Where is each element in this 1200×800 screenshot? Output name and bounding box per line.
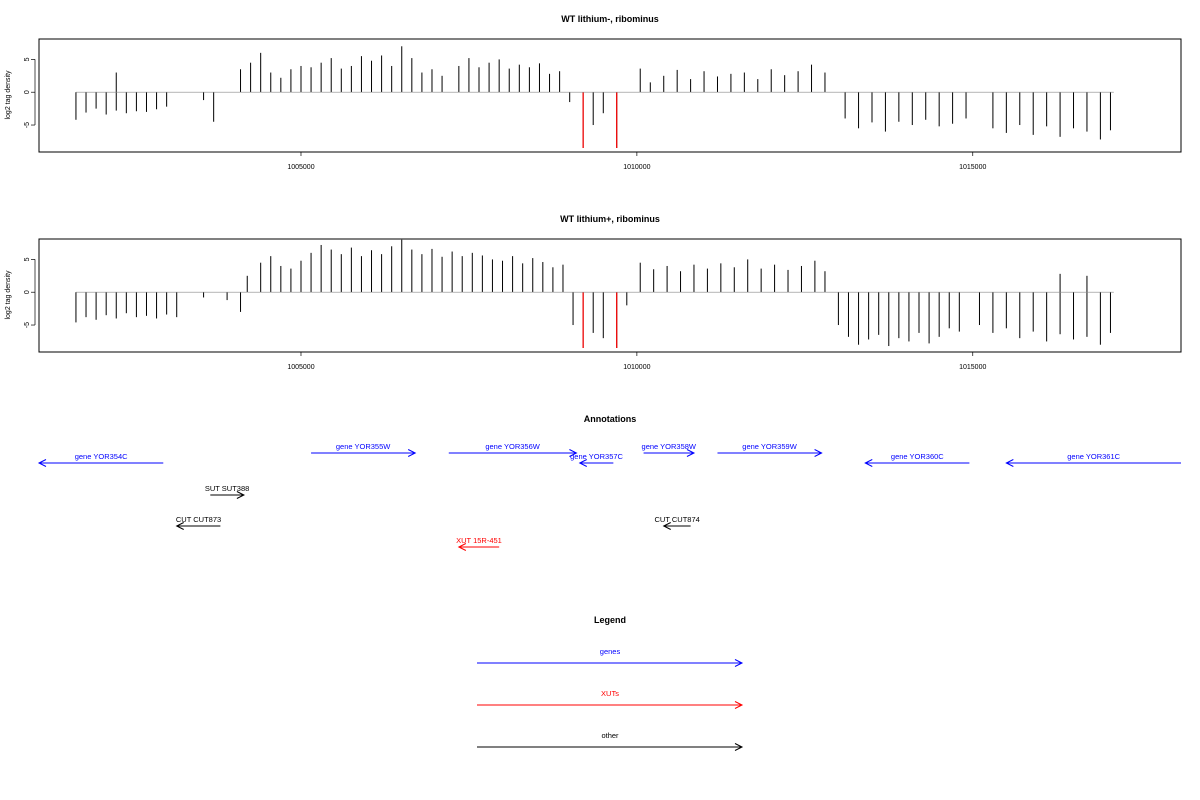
annotation-feature: XUT 15R-451 xyxy=(456,536,502,551)
feature-label: CUT CUT874 xyxy=(655,515,700,524)
legend-arrowhead xyxy=(734,701,744,709)
y-tick-label: 5 xyxy=(24,57,31,61)
y-axis: -5 0 5 xyxy=(24,57,36,128)
arrowhead xyxy=(1005,459,1014,467)
arrowhead xyxy=(864,459,873,467)
arrowhead xyxy=(569,449,578,457)
x-tick-label: 1005000 xyxy=(287,164,314,171)
legend-label: genes xyxy=(600,647,621,656)
feature-label: gene YOR357C xyxy=(570,452,623,461)
y-tick-label: 5 xyxy=(24,257,31,261)
annotation-feature: SUT SUT388 xyxy=(205,484,249,499)
density-panel-lithium-minus: WT lithium-, ribominus log2 tag density … xyxy=(5,14,1182,171)
legend-label: other xyxy=(601,731,619,740)
x-tick-label: 1010000 xyxy=(623,164,650,171)
y-tick-label: -5 xyxy=(24,122,31,128)
y-tick-label: -5 xyxy=(24,322,31,328)
feature-label: gene YOR355W xyxy=(336,442,391,451)
annotation-feature: gene YOR356W xyxy=(448,442,578,457)
x-axis: 1005000 1010000 1015000 xyxy=(287,152,986,171)
legend-arrowhead xyxy=(734,659,744,667)
legend-item: other xyxy=(477,731,744,751)
annotation-feature: gene YOR360C xyxy=(864,452,970,467)
annotation-feature: gene YOR354C xyxy=(37,452,164,467)
legend-label: XUTs xyxy=(601,689,619,698)
arrowhead xyxy=(236,491,246,499)
panel-title: WT lithium+, ribominus xyxy=(560,214,660,224)
y-tick-label: 0 xyxy=(24,90,31,94)
x-tick-label: 1015000 xyxy=(959,364,986,371)
annotation-feature: gene YOR358W xyxy=(642,442,697,457)
panel-title: WT lithium-, ribominus xyxy=(561,14,659,24)
annotation-feature: gene YOR355W xyxy=(311,442,417,457)
annotation-feature: gene YOR361C xyxy=(1005,452,1181,467)
x-tick-label: 1005000 xyxy=(287,364,314,371)
x-tick-label: 1010000 xyxy=(623,364,650,371)
x-axis: 1005000 1010000 1015000 xyxy=(287,352,986,371)
arrowhead xyxy=(686,449,696,457)
feature-label: gene YOR359W xyxy=(742,442,797,451)
y-axis-label: log2 tag density xyxy=(5,70,12,120)
annotation-items: gene YOR354C gene YOR355W gene YOR356W gene… xyxy=(37,442,1181,551)
arrowhead xyxy=(175,522,184,530)
x-tick-label: 1015000 xyxy=(959,164,986,171)
feature-label: gene YOR354C xyxy=(75,452,128,461)
arrowhead xyxy=(578,459,587,467)
y-axis-label: log2 tag density xyxy=(5,270,12,320)
feature-label: gene YOR361C xyxy=(1067,452,1120,461)
arrowhead xyxy=(662,522,671,530)
legend: Legend genes XUTs other xyxy=(477,615,744,751)
annotation-feature: CUT CUT874 xyxy=(655,515,700,530)
feature-label: gene YOR360C xyxy=(891,452,944,461)
plot-frame xyxy=(38,238,1182,353)
arrowhead xyxy=(37,459,47,467)
annotation-feature: CUT CUT873 xyxy=(175,515,221,530)
feature-label: SUT SUT388 xyxy=(205,484,249,493)
arrowhead xyxy=(814,449,823,457)
feature-label: XUT 15R-451 xyxy=(456,536,502,545)
y-tick-label: 0 xyxy=(24,290,31,294)
bar-series xyxy=(75,239,1111,348)
arrowhead xyxy=(457,543,467,551)
arrowhead xyxy=(407,449,417,457)
feature-label: gene YOR356W xyxy=(485,442,540,451)
legend-item: genes xyxy=(477,647,744,667)
bar-series xyxy=(75,46,1111,148)
feature-label: gene YOR358W xyxy=(642,442,697,451)
feature-label: CUT CUT873 xyxy=(176,515,221,524)
legend-items: genes XUTs other xyxy=(477,647,744,751)
density-panel-lithium-plus: WT lithium+, ribominus log2 tag density … xyxy=(5,214,1182,371)
plot-frame xyxy=(38,38,1182,153)
annotation-feature: gene YOR359W xyxy=(717,442,823,457)
y-axis: -5 0 5 xyxy=(24,257,36,328)
legend-item: XUTs xyxy=(477,689,744,709)
annotations-title: Annotations xyxy=(584,414,637,424)
legend-arrowhead xyxy=(734,743,744,751)
annotation-feature: gene YOR357C xyxy=(570,452,624,467)
legend-title: Legend xyxy=(594,615,626,625)
